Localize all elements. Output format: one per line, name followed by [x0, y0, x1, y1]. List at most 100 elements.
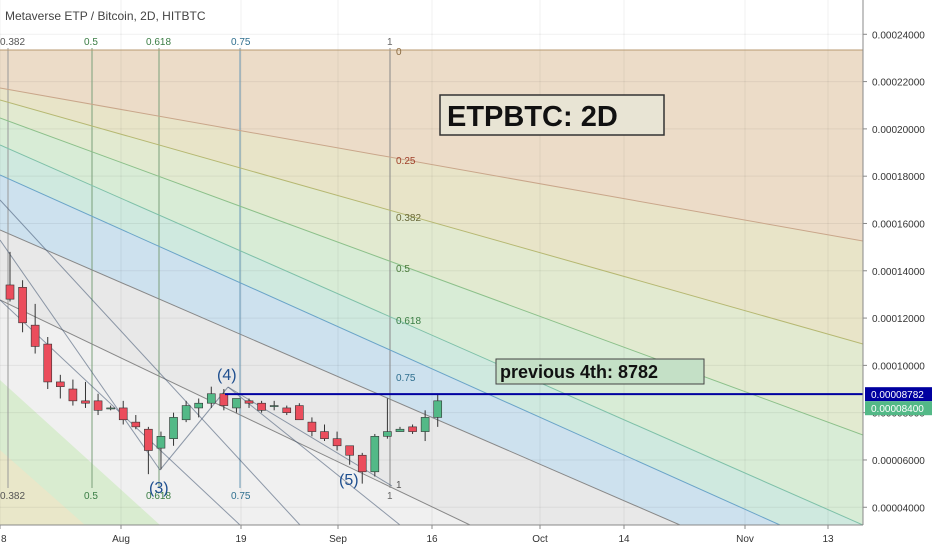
candle-body-up [370, 436, 380, 473]
candle-body-down [93, 400, 103, 411]
candle-body-down [320, 431, 329, 439]
y-tick-label: 0.00004000 [872, 503, 925, 514]
candle-body-down [408, 426, 417, 432]
candle[interactable] [81, 381, 90, 408]
candle[interactable] [295, 403, 304, 421]
fib-time-bottom-1: 1 [387, 491, 393, 502]
fib-time-top-1: 1 [387, 37, 393, 48]
candle-body-up [206, 393, 216, 404]
resistance-price-text: 0.00008782 [871, 390, 924, 401]
candle[interactable] [131, 415, 141, 430]
axis-corner [863, 525, 932, 550]
fan-level-1: 1 [396, 480, 402, 491]
candle-body-down [307, 421, 317, 432]
candle-body-down [357, 454, 367, 473]
candle-body-down [30, 324, 40, 347]
candle[interactable] [433, 393, 443, 427]
candle[interactable] [370, 433, 380, 477]
candle[interactable] [395, 426, 405, 432]
fib-time-top-05: 0.5 [84, 37, 98, 48]
title-annotation[interactable]: ETPBTC: 2D [439, 94, 665, 136]
candle[interactable] [169, 412, 178, 446]
fan-ray [0, 87, 863, 242]
candle[interactable] [56, 374, 65, 399]
candle-body-up [156, 436, 166, 449]
y-tick-label: 0.00020000 [872, 125, 925, 136]
x-tick-label: Oct [532, 534, 548, 545]
candle[interactable] [194, 398, 203, 418]
x-tick-label: 13 [822, 534, 834, 545]
candle-body-down [131, 421, 141, 428]
candle[interactable] [5, 251, 15, 302]
candle-body-down [43, 343, 53, 383]
candle[interactable] [257, 400, 266, 413]
candle-body-down [257, 402, 266, 411]
candle[interactable] [206, 386, 216, 408]
fan-band [0, 100, 863, 435]
last-price-text: 0.00008400 [871, 404, 924, 415]
y-tick-label: 0.00022000 [872, 78, 925, 89]
candle[interactable] [357, 452, 367, 484]
wave-4-label: (4) [217, 367, 237, 384]
candle-body-down [68, 388, 78, 402]
candlestick-series [5, 251, 443, 484]
candle[interactable] [118, 400, 128, 425]
x-tick-label: 16 [426, 534, 438, 545]
y-tick-label: 0.00024000 [872, 30, 925, 41]
candle[interactable] [43, 336, 53, 390]
fan-ray [0, 229, 681, 525]
candle[interactable] [68, 379, 78, 406]
candle[interactable] [320, 424, 329, 442]
fan-level-025: 0.25 [396, 156, 416, 167]
candle[interactable] [244, 398, 254, 408]
fan-ray [0, 99, 863, 345]
candle[interactable] [408, 424, 417, 434]
wave-trendline [0, 239, 161, 471]
fib-time-labels-top: 0.382 0.5 0.618 0.75 1 [0, 37, 393, 48]
candle[interactable] [282, 405, 292, 416]
fib-time-top-075: 0.75 [231, 37, 251, 48]
fan-ray [0, 299, 471, 525]
candle[interactable] [144, 426, 153, 475]
title-annotation-text: ETPBTC: 2D [447, 101, 618, 133]
candle-body-up [232, 398, 241, 409]
candle[interactable] [18, 280, 27, 333]
candle[interactable] [420, 410, 430, 442]
candle-body-up [395, 428, 405, 432]
candle[interactable] [219, 389, 229, 411]
y-tick-label: 0.00006000 [872, 456, 925, 467]
fib-fan-lines [0, 49, 863, 525]
fib-time-bottom-0618: 0.618 [146, 491, 171, 502]
chart-title: Metaverse ETP / Bitcoin, 2D, HITBTC [5, 9, 206, 23]
price-axis[interactable]: 0.000040000.000060000.000080000.00010000… [862, 0, 932, 550]
candle[interactable] [269, 400, 279, 411]
candle[interactable] [307, 417, 317, 437]
candle[interactable] [30, 303, 40, 354]
candle[interactable] [332, 431, 342, 451]
fan-band [0, 88, 863, 344]
chart-grid [0, 0, 863, 525]
y-tick-label: 0.00016000 [872, 219, 925, 230]
fib-time-bottom-05: 0.5 [84, 491, 98, 502]
candle[interactable] [345, 445, 354, 465]
candle[interactable] [93, 393, 103, 416]
fan-level-0618: 0.618 [396, 316, 421, 327]
candle[interactable] [383, 398, 392, 439]
candle[interactable] [181, 400, 191, 423]
candle[interactable] [106, 405, 115, 411]
y-tick-label: 0.00010000 [872, 361, 925, 372]
candle-body-up [420, 417, 430, 432]
candle-body-down [56, 381, 65, 387]
candle[interactable] [156, 431, 166, 470]
candle-body-up [169, 417, 178, 439]
previous-fourth-annotation[interactable]: previous 4th: 8782 [495, 358, 705, 385]
previous-fourth-text: previous 4th: 8782 [500, 362, 658, 382]
candle[interactable] [232, 398, 241, 413]
fib-time-bottom-075: 0.75 [231, 491, 251, 502]
fan-ray [0, 174, 781, 525]
candle-body-down [282, 407, 292, 413]
x-tick-label: Sep [329, 534, 347, 545]
x-tick-label: 19 [235, 534, 247, 545]
time-axis[interactable]: 8 Aug 19 Sep 16 Oct 14 Nov 13 [0, 524, 863, 550]
fan-band [0, 450, 85, 525]
